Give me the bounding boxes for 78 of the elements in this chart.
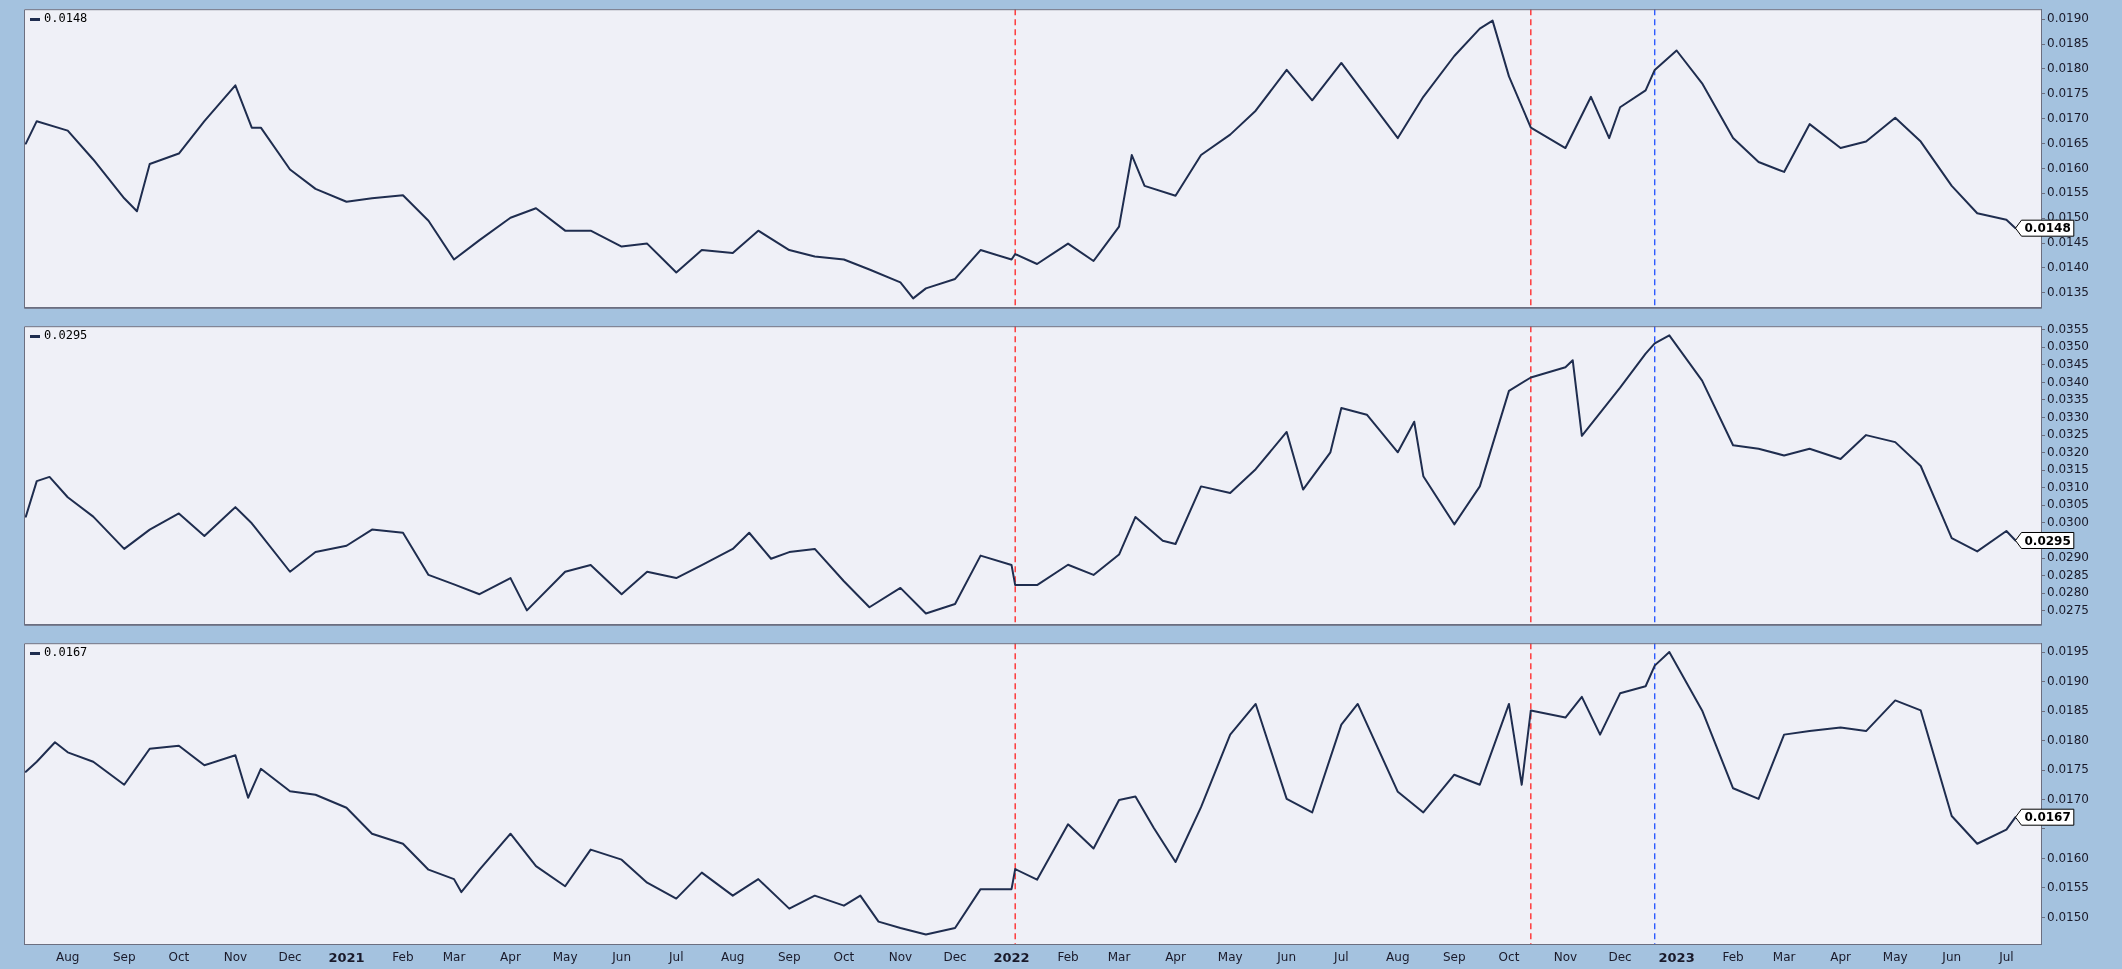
x-tick-label: Nov: [1553, 950, 1578, 965]
x-tick-label: May: [552, 950, 578, 965]
x-tick-label: Jun: [1941, 950, 1962, 965]
y-tick-label: 0.0315: [2047, 462, 2089, 477]
x-tick-label: Sep: [777, 950, 801, 965]
x-tick-label: Oct: [833, 950, 855, 965]
x-tick-label: 2023: [1658, 950, 1695, 966]
annotation: 0.0295: [2024, 533, 2071, 548]
x-tick-label: Jul: [668, 950, 684, 965]
y-tick-label: 0.0175: [2047, 85, 2089, 100]
y-tick-label: 0.0285: [2047, 567, 2089, 582]
x-tick-label: Apr: [1165, 950, 1186, 965]
x-tick-label: Mar: [1772, 950, 1796, 965]
x-tick-label: Nov: [223, 950, 248, 965]
y-tick-label: 0.0340: [2047, 374, 2089, 389]
y-tick-label: 0.0345: [2047, 356, 2089, 371]
x-tick-label: 2022: [993, 950, 1030, 966]
x-tick-label: Jul: [1998, 950, 2014, 965]
x-tick-label: Aug: [721, 950, 745, 965]
x-tick-label: Feb: [1722, 950, 1744, 965]
y-tick-label: 0.0155: [2047, 185, 2089, 200]
annotation: 0.0167: [2024, 810, 2071, 825]
x-tick-label: Feb: [392, 950, 414, 965]
y-tick-label: 0.0320: [2047, 444, 2089, 459]
x-tick-label: Jun: [611, 950, 631, 965]
x-tick-label: Dec: [278, 950, 302, 965]
x-tick-label: Apr: [1830, 950, 1852, 965]
y-tick-label: 0.0160: [2047, 160, 2089, 175]
y-tick-label: 0.0165: [2047, 135, 2089, 150]
x-tick-label: Mar: [442, 950, 466, 965]
x-tick-label: Sep: [112, 950, 136, 965]
y-tick-label: 0.0325: [2047, 427, 2089, 442]
x-tick-label: Dec: [943, 950, 967, 965]
y-tick-label: 0.0170: [2047, 791, 2089, 806]
y-tick-label: 0.0330: [2047, 409, 2089, 424]
y-tick-label: 0.0290: [2047, 550, 2089, 565]
y-tick-label: 0.0180: [2047, 61, 2089, 76]
y-tick-label: 0.0280: [2047, 585, 2089, 600]
x-tick-label: Aug: [56, 950, 80, 965]
y-tick-label: 0.0190: [2047, 673, 2089, 688]
annotation: 0.0167: [44, 645, 88, 660]
y-tick-label: 0.0195: [2047, 644, 2089, 659]
y-tick-label: 0.0180: [2047, 732, 2089, 747]
x-tick-label: Jun: [1276, 950, 1297, 965]
x-tick-label: Nov: [888, 950, 913, 965]
x-tick-label: 2021: [328, 950, 365, 966]
y-tick-label: 0.0185: [2047, 703, 2089, 718]
x-tick-label: Oct: [168, 950, 190, 965]
y-tick-label: 0.0300: [2047, 515, 2089, 530]
annotation: 0.0148: [44, 11, 88, 26]
y-tick-label: 0.0190: [2047, 11, 2089, 26]
y-tick-label: 0.0175: [2047, 762, 2089, 777]
x-tick-label: Oct: [1498, 950, 1520, 965]
x-tick-label: May: [1882, 950, 1908, 965]
x-tick-label: Sep: [1442, 950, 1466, 965]
y-tick-label: 0.0155: [2047, 880, 2089, 895]
y-tick-label: 0.0150: [2047, 909, 2089, 924]
y-tick-label: 0.0310: [2047, 479, 2089, 494]
x-tick-label: Dec: [1608, 950, 1632, 965]
x-tick-label: Mar: [1107, 950, 1131, 965]
y-tick-label: 0.0275: [2047, 602, 2089, 617]
x-tick-label: May: [1217, 950, 1243, 965]
x-tick-label: Jul: [1333, 950, 1349, 965]
annotation: 0.0148: [2024, 221, 2071, 236]
y-tick-label: 0.0160: [2047, 850, 2089, 865]
y-tick-label: 0.0135: [2047, 284, 2089, 299]
x-tick-label: Apr: [500, 950, 521, 965]
y-tick-label: 0.0185: [2047, 36, 2089, 51]
y-tick-label: 0.0140: [2047, 260, 2089, 275]
x-tick-label: Aug: [1386, 950, 1410, 965]
annotation: 0.0295: [44, 328, 88, 343]
y-tick-label: 0.0145: [2047, 235, 2089, 250]
y-tick-label: 0.0355: [2047, 321, 2089, 336]
x-tick-label: Feb: [1057, 950, 1079, 965]
y-tick-label: 0.0350: [2047, 339, 2089, 354]
y-tick-label: 0.0170: [2047, 110, 2089, 125]
y-tick-label: 0.0335: [2047, 392, 2089, 407]
y-tick-label: 0.0305: [2047, 497, 2089, 512]
